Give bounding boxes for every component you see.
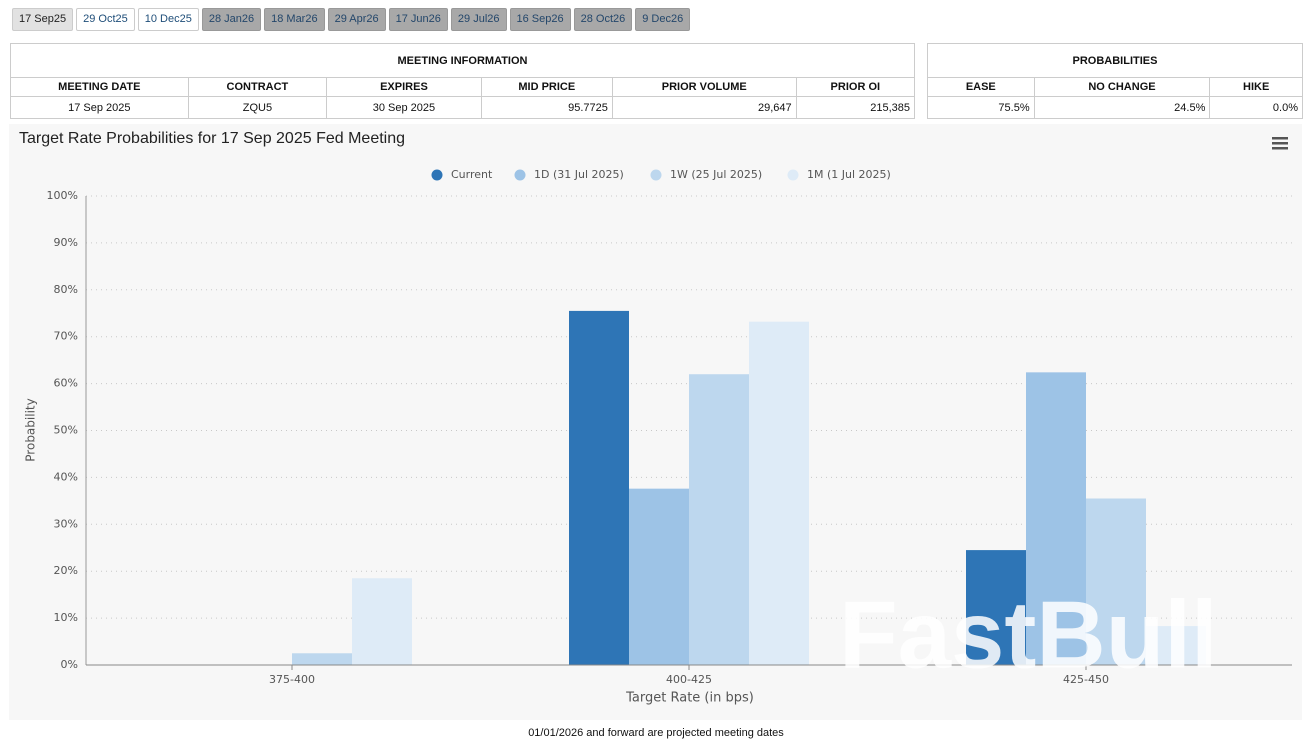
y-tick-label: 50% — [54, 424, 78, 437]
legend-item[interactable]: 1M (1 Jul 2025) — [787, 168, 891, 181]
bar — [569, 310, 629, 665]
y-tick-label: 90% — [54, 236, 78, 249]
bar — [1026, 372, 1086, 665]
x-tick-label: 400-425 — [666, 673, 712, 686]
legend-label: Current — [451, 168, 493, 181]
y-tick-label: 20% — [54, 564, 78, 577]
cell: 24.5% — [1033, 96, 1211, 119]
x-tick-label: 425-450 — [1063, 673, 1109, 686]
legend-marker — [787, 169, 799, 181]
meeting-tabs: 17 Sep25 29 Oct25 10 Dec25 28 Jan26 18 Mar26… — [12, 8, 693, 31]
y-tick-label: 30% — [54, 517, 78, 530]
legend-marker — [650, 169, 662, 181]
cell: 75.5% — [927, 96, 1035, 119]
legend-item[interactable]: 1D (31 Jul 2025) — [514, 168, 624, 181]
chart: Target Rate Probabilities for 17 Sep 202… — [9, 124, 1302, 720]
cell: 17 Sep 2025 — [10, 96, 189, 119]
meeting-tab[interactable]: 17 Jun26 — [388, 8, 448, 31]
column-header: PRIOR VOLUME — [611, 77, 797, 97]
y-tick-label: 100% — [47, 189, 78, 202]
y-tick-label: 70% — [54, 330, 78, 343]
column-header: EASE — [927, 77, 1035, 97]
cell: ZQU5 — [187, 96, 328, 119]
cell: 215,385 — [795, 96, 916, 119]
legend-label: 1W (25 Jul 2025) — [670, 168, 762, 181]
bar — [749, 321, 809, 665]
bar — [292, 653, 352, 665]
table-title: PROBABILITIES — [927, 43, 1303, 78]
bar — [352, 578, 412, 665]
y-tick-label: 80% — [54, 283, 78, 296]
column-header: EXPIRES — [326, 77, 482, 97]
bar — [629, 488, 689, 665]
y-tick-label: 40% — [54, 470, 78, 483]
cell: 0.0% — [1209, 96, 1303, 119]
meeting-tab[interactable]: 9 Dec26 — [635, 8, 691, 31]
chart-title: Target Rate Probabilities for 17 Sep 202… — [19, 130, 405, 147]
meeting-tab[interactable]: 29 Jul26 — [450, 8, 507, 31]
column-header: PRIOR OI — [795, 77, 916, 97]
legend-marker — [431, 169, 443, 181]
y-tick-label: 10% — [54, 611, 78, 624]
meeting-tab[interactable]: 29 Apr26 — [327, 8, 386, 31]
cell: 95.7725 — [480, 96, 613, 119]
column-header: HIKE — [1209, 77, 1303, 97]
legend-item[interactable]: 1W (25 Jul 2025) — [650, 168, 763, 181]
bar — [966, 550, 1026, 665]
cell: 30 Sep 2025 — [326, 96, 482, 119]
y-tick-label: 60% — [54, 377, 78, 390]
footnote: 01/01/2026 and forward are projected mee… — [528, 727, 784, 739]
meeting-tab[interactable]: 17 Sep25 — [12, 8, 74, 31]
y-tick-label: 0% — [61, 658, 78, 671]
legend-item[interactable]: Current — [431, 168, 494, 181]
menu-button[interactable] — [1272, 137, 1288, 150]
column-header: NO CHANGE — [1033, 77, 1211, 97]
table-title: MEETING INFORMATION — [10, 43, 915, 78]
meeting-tab[interactable]: 29 Oct25 — [76, 8, 135, 31]
bar — [1146, 626, 1206, 665]
legend-label: 1D (31 Jul 2025) — [534, 168, 624, 181]
column-header: MID PRICE — [480, 77, 613, 97]
x-axis-label: Target Rate (in bps) — [625, 691, 754, 706]
meeting-tab[interactable]: 18 Mar26 — [264, 8, 325, 31]
watermark: FastBull — [839, 581, 1218, 688]
x-tick-label: 375-400 — [269, 673, 315, 686]
meeting-tab[interactable]: 28 Oct26 — [573, 8, 633, 31]
legend-marker — [514, 169, 526, 181]
column-header: MEETING DATE — [10, 77, 189, 97]
meeting-tab[interactable]: 10 Dec25 — [137, 8, 199, 31]
meeting-tab[interactable]: 28 Jan26 — [201, 8, 262, 31]
cell: 29,647 — [611, 96, 797, 119]
meeting-info-table: MEETING INFORMATION MEETING DATE CONTRACT… — [10, 43, 916, 119]
probabilities-table: PROBABILITIES EASE NO CHANGE HIKE 75.5% 24.5… — [927, 43, 1303, 119]
bar — [689, 374, 749, 665]
column-header: CONTRACT — [187, 77, 328, 97]
meeting-tab[interactable]: 16 Sep26 — [509, 8, 571, 31]
y-axis-label: Probability — [24, 398, 38, 461]
legend-label: 1M (1 Jul 2025) — [807, 168, 891, 181]
bar — [1086, 498, 1146, 665]
